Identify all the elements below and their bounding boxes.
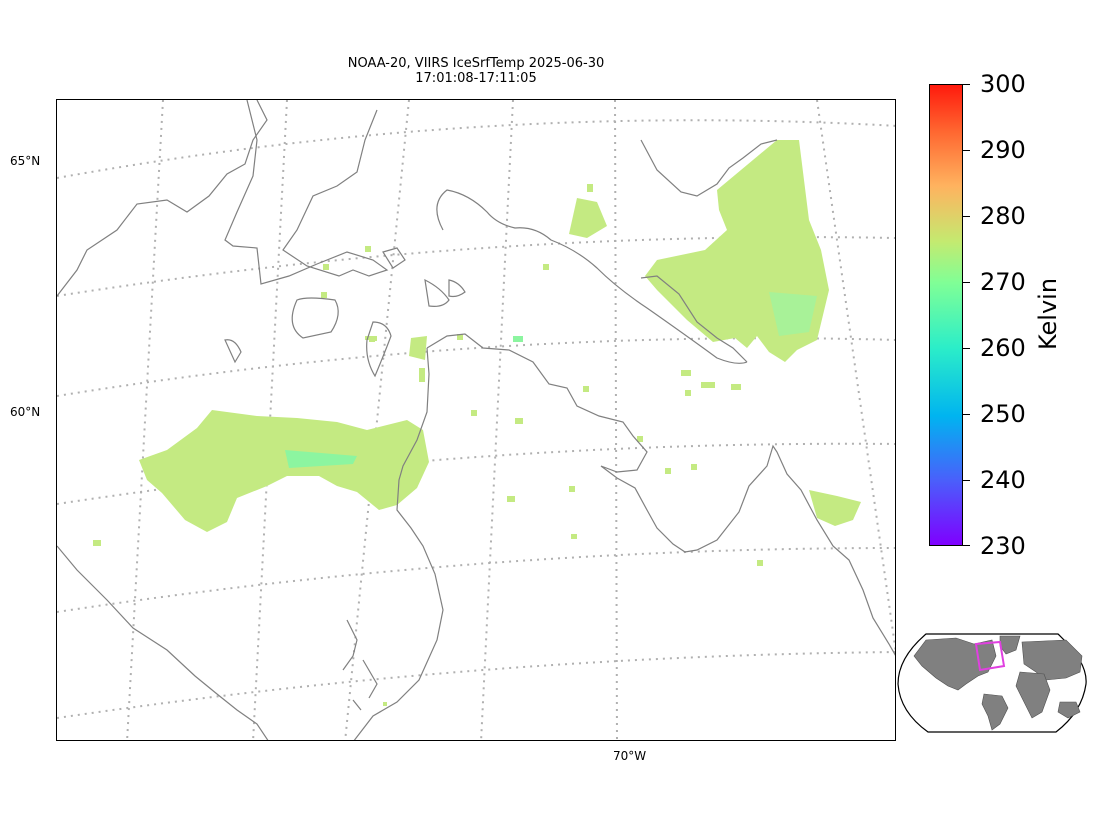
data-patch-west-mid [409, 336, 427, 360]
inset-region-box [974, 640, 1006, 672]
colorbar-label-270: 270 [980, 268, 1026, 296]
inset-land [913, 635, 1083, 731]
lat-label-60: 60°N [10, 405, 41, 419]
data-patch-east [809, 490, 861, 526]
map-title-line2: 17:01:08-17:11:05 [415, 71, 537, 86]
colorbar-label-250: 250 [980, 400, 1026, 428]
coast-belcher [342, 619, 378, 711]
lon-label-70w: 70°W [613, 749, 647, 763]
coast-foxe-basin [224, 100, 389, 285]
colorbar-tick-230 [962, 545, 970, 546]
data-patch-west [139, 410, 429, 532]
colorbar-label-260: 260 [980, 334, 1026, 362]
coast-islands-small [424, 278, 466, 307]
inset-world-map [897, 633, 1087, 733]
coast-hudson-strait-north [436, 189, 748, 364]
colorbar-tick-290 [962, 150, 970, 151]
coast-hudson-bay-west [57, 545, 269, 740]
coast-frobisher [640, 139, 778, 197]
colorbar-tick-240 [962, 480, 970, 481]
colorbar-label-240: 240 [980, 466, 1026, 494]
data-patch-north [569, 198, 607, 238]
inset-australia [1057, 701, 1081, 719]
colorbar-label-300: 300 [980, 70, 1026, 98]
inset-africa [1015, 671, 1051, 719]
coast-southampton [291, 297, 339, 339]
coast-cumberland [640, 275, 748, 363]
colorbar-tick-270 [962, 282, 970, 283]
data-layer [93, 140, 861, 706]
coast-ungava-west [353, 347, 444, 740]
map-title-line1: NOAA-20, VIIRS IceSrfTemp 2025-06-30 [347, 56, 605, 71]
lat-label-65: 65°N [10, 154, 41, 168]
coast-ungava-east [426, 333, 895, 656]
coast-baffin [57, 100, 268, 297]
colorbar-tick-300 [962, 84, 970, 85]
inset-south-america [981, 693, 1009, 731]
colorbar-label-280: 280 [980, 202, 1026, 230]
colorbar-tick-260 [962, 348, 970, 349]
coast-baffin-bay-islands [224, 247, 406, 364]
data-patch-northeast-cool [769, 292, 817, 336]
colorbar-label-230: 230 [980, 532, 1026, 560]
inset-eurasia [1021, 639, 1083, 681]
colorbar-label-290: 290 [980, 136, 1026, 164]
map-title: NOAA-20, VIIRS IceSrfTemp 2025-06-30 17:… [56, 56, 896, 86]
colorbar [929, 84, 963, 546]
map-canvas [57, 100, 895, 740]
colorbar-title: Kelvin [1034, 277, 1063, 351]
data-patch-west-cool [285, 450, 357, 468]
coast-mansel [366, 321, 392, 378]
coastlines [57, 100, 895, 740]
colorbar-tick-250 [962, 414, 970, 415]
colorbar-tick-280 [962, 216, 970, 217]
map-panel[interactable] [56, 99, 896, 741]
